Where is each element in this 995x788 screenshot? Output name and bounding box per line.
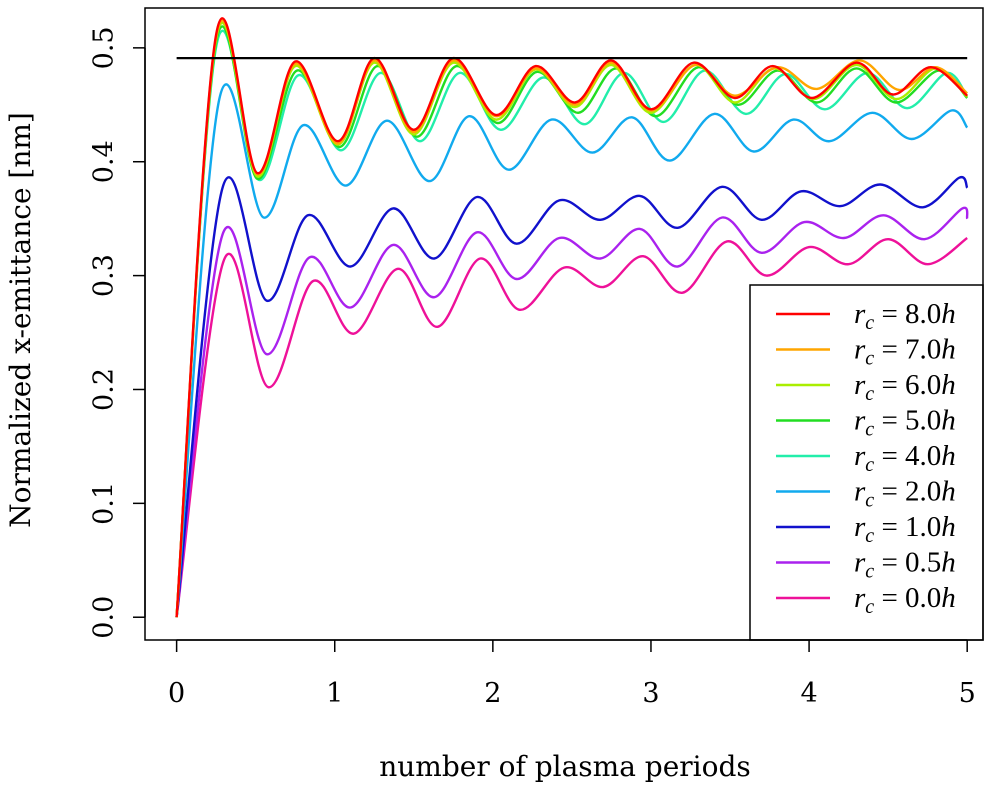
legend-label-0: rc = 8.0h — [854, 298, 956, 334]
legend-label-1: rc = 7.0h — [854, 334, 956, 370]
x-tick-label-3: 3 — [642, 678, 659, 709]
legend-label-3: rc = 5.0h — [854, 405, 956, 441]
y-tick-label-2: 0.2 — [88, 368, 119, 411]
y-tick-label-0: 0.0 — [88, 596, 119, 639]
legend-label-8: rc = 0.0h — [854, 582, 956, 618]
x-axis: 0 1 2 3 4 5 — [168, 639, 976, 709]
x-tick-label-0: 0 — [168, 678, 185, 709]
x-tick-label-4: 4 — [800, 678, 817, 709]
series-line-0 — [175, 17, 968, 618]
legend-box — [749, 284, 984, 641]
x-tick-label-5: 5 — [959, 678, 976, 709]
series-line-5 — [175, 83, 969, 618]
y-tick-label-3: 0.3 — [88, 254, 119, 297]
series-line-7 — [175, 206, 969, 618]
x-tick-label-2: 2 — [484, 678, 501, 709]
y-tick-label-1: 0.1 — [88, 482, 119, 525]
legend-label-5: rc = 2.0h — [854, 476, 956, 512]
series-line-6 — [175, 175, 969, 618]
legend-label-6: rc = 1.0h — [854, 511, 956, 547]
legend-label-7: rc = 0.5h — [854, 547, 956, 583]
legend-label-4: rc = 4.0h — [854, 440, 956, 476]
series-layer — [175, 17, 969, 618]
y-axis-title-text: Normalized x-emittance [nm] — [4, 112, 37, 528]
x-axis-title: number of plasma periods — [379, 750, 751, 783]
x-tick-label-1: 1 — [326, 678, 343, 709]
legend-label-2: rc = 6.0h — [854, 369, 956, 405]
series-line-8 — [175, 237, 968, 618]
y-axis: 0.0 0.1 0.2 0.3 0.4 0.5 — [88, 26, 146, 639]
y-axis-title: Normalized x-emittance [nm] — [4, 112, 37, 528]
y-tick-label-4: 0.4 — [88, 140, 119, 183]
y-tick-label-5: 0.5 — [88, 26, 119, 69]
